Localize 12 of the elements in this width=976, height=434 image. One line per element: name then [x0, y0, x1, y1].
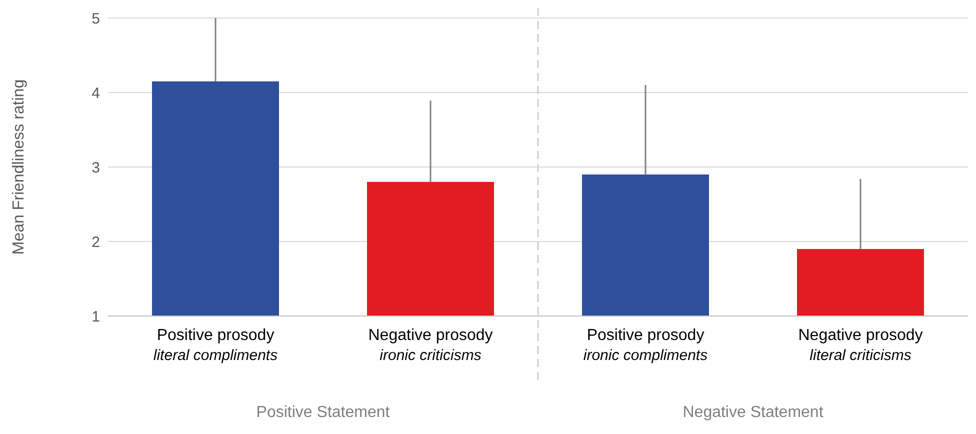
y-tick-label: 1 — [92, 308, 100, 326]
y-axis-title: Mean Friendliness rating — [10, 79, 28, 255]
text: Positive Statement — [255, 404, 391, 422]
y-tick-label: 3 — [92, 159, 100, 176]
y-tick-label: 2 — [92, 234, 100, 251]
x-tick-label: Negative prosody ironic criticisms — [368, 327, 493, 364]
x-tick-label: Negative prosody literal criticisms — [798, 327, 923, 364]
y-tick-label: 4 — [92, 84, 100, 102]
y-tick-label: 5 — [92, 10, 100, 28]
x-tick-label: Positive prosody ironic compliments — [583, 327, 708, 364]
text: Negative Statement — [682, 404, 824, 422]
x-tick-label: Positive prosody literal compliments — [153, 327, 278, 364]
